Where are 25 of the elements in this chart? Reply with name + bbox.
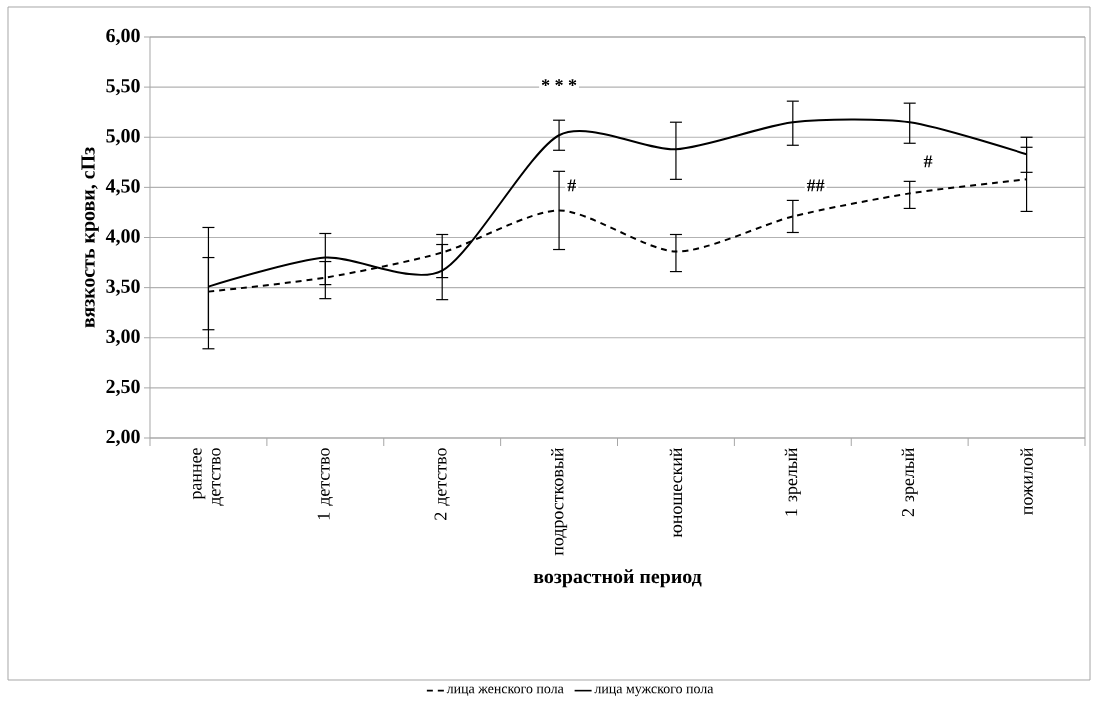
y-tick-label: 2,00 [106,429,140,447]
y-tick-label: 4,50 [105,179,140,196]
x-tick-label: 1 зрелый [784,447,801,516]
legend-label: лица мужского пола [594,686,714,697]
annotation: # [567,179,576,192]
annotation: # [923,155,933,168]
x-tick-label: пожилой [1020,447,1033,515]
annotation: ## [806,179,825,192]
y-tick-label: 6,00 [106,28,140,46]
y-tick-label: 3,50 [106,279,140,296]
y-axis-title: вязкость крови, сПз [81,147,99,328]
annotation: * * * [541,79,577,86]
x-tick-label: юношеский [669,447,683,538]
y-tick-label: 2,50 [106,379,140,397]
x-tick-label: подростковый [551,447,568,556]
x-tick-label: раннее детство [193,448,224,506]
y-tick-label: 5,00 [106,129,140,146]
x-axis-title: возрастной период [533,569,702,588]
y-tick-label: 5,50 [106,78,140,96]
x-tick-label: 2 детство [434,448,450,520]
x-tick-label: 2 зрелый [901,447,918,517]
legend-label: лица женского пола [446,686,564,696]
x-tick-label: 1 детство [317,448,333,520]
y-tick-label: 3,00 [106,329,140,346]
y-tick-label: 4,00 [105,229,140,246]
